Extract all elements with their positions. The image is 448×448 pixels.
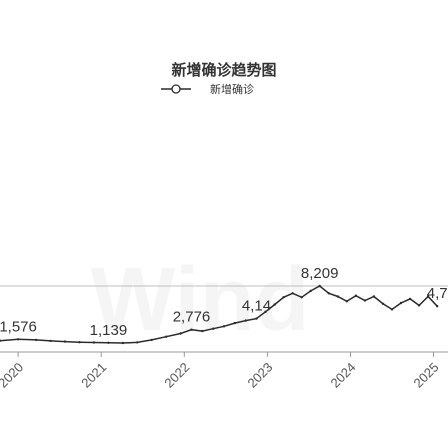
data-point[interactable] <box>165 335 168 338</box>
data-point[interactable] <box>363 299 367 302</box>
data-point[interactable] <box>345 300 348 303</box>
data-label: 2,776 <box>173 309 211 326</box>
legend-label: 新增确诊 <box>210 82 254 96</box>
data-point[interactable] <box>309 289 312 293</box>
legend[interactable]: 新增确诊 <box>161 82 254 96</box>
data-point[interactable] <box>201 329 204 333</box>
data-label: 1,576 <box>0 318 37 335</box>
data-label: 4,7 <box>427 285 448 302</box>
data-point[interactable] <box>408 297 412 301</box>
series-line <box>0 285 438 344</box>
data-point[interactable] <box>336 295 339 298</box>
data-point[interactable] <box>399 301 403 305</box>
data-labels: 1,576 1,139 2,776 4,14 8,209 4,7 <box>0 265 448 339</box>
data-point[interactable] <box>291 292 294 295</box>
x-tick-label: 2024 <box>328 360 359 391</box>
data-point[interactable] <box>212 327 215 330</box>
data-point[interactable] <box>136 341 139 344</box>
data-point[interactable] <box>282 296 285 299</box>
data-point[interactable] <box>372 295 376 298</box>
data-point[interactable] <box>244 319 247 322</box>
data-point[interactable] <box>179 332 182 335</box>
data-point[interactable] <box>0 339 2 342</box>
data-point[interactable] <box>121 341 125 345</box>
data-point[interactable] <box>222 325 226 328</box>
data-label: 1,139 <box>90 322 128 339</box>
data-point[interactable] <box>417 304 421 307</box>
data-point[interactable] <box>390 308 394 311</box>
x-axis-ticks: 2020 2021 2022 2023 2024 2025 <box>0 352 442 391</box>
data-point[interactable] <box>264 310 267 313</box>
data-point[interactable] <box>255 317 258 320</box>
data-point[interactable] <box>426 295 430 298</box>
x-tick-label: 2021 <box>78 360 109 391</box>
data-point[interactable] <box>16 338 20 341</box>
x-tick-label: 2023 <box>244 360 275 391</box>
data-point[interactable] <box>92 341 96 344</box>
data-point[interactable] <box>78 341 81 344</box>
data-point[interactable] <box>150 338 153 342</box>
data-label: 8,209 <box>301 265 339 282</box>
data-point[interactable] <box>327 292 330 295</box>
series-layer <box>0 284 439 345</box>
data-point[interactable] <box>354 294 358 297</box>
data-label: 4,14 <box>242 298 271 315</box>
legend-marker <box>171 84 181 94</box>
data-point[interactable] <box>381 302 385 305</box>
data-point[interactable] <box>300 296 303 299</box>
x-tick-label: 2022 <box>161 360 192 391</box>
data-point[interactable] <box>318 284 321 288</box>
data-point[interactable] <box>49 339 52 343</box>
chart-title: 新增确诊趋势图 <box>171 61 276 79</box>
data-point[interactable] <box>436 305 439 308</box>
data-point[interactable] <box>273 303 276 306</box>
data-point[interactable] <box>107 341 110 344</box>
data-point[interactable] <box>190 328 193 331</box>
data-point[interactable] <box>233 321 236 325</box>
x-tick-label: 2025 <box>411 360 442 391</box>
data-point[interactable] <box>63 340 67 343</box>
x-tick-label: 2020 <box>0 360 26 391</box>
data-point[interactable] <box>34 338 38 342</box>
